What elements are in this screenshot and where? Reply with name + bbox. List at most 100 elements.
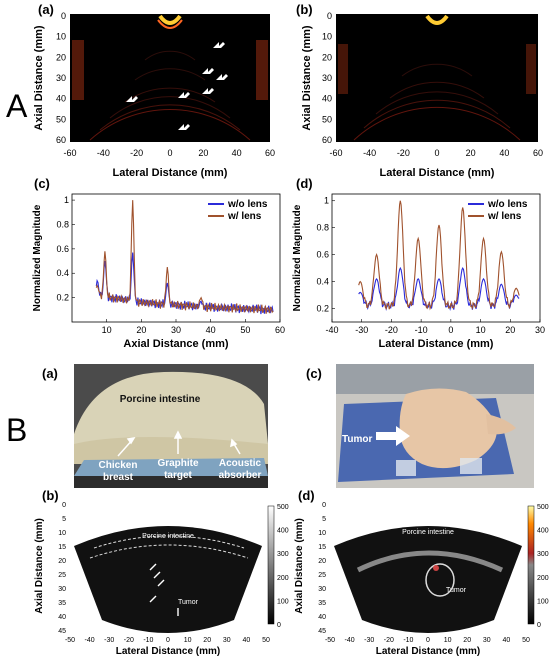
panel-label-a-d: (d) xyxy=(296,176,313,191)
colorbar xyxy=(267,505,275,625)
annotation-tumor: Tumor xyxy=(342,434,372,445)
us-image-panel-b: Porcine intestine Tumor 5004003002001000… xyxy=(34,502,289,657)
annotation-porcine-intestine: Porcine intestine xyxy=(402,529,454,536)
legend-label: w/ lens xyxy=(227,211,262,222)
tick-label: 45 xyxy=(58,628,66,635)
tick-label: -10 xyxy=(143,637,153,644)
panel-label-a-b: (b) xyxy=(296,2,313,17)
x-tick-label: -10 xyxy=(415,325,428,335)
tick-label: 60 xyxy=(265,148,275,158)
y-tick-label: 0.8 xyxy=(316,223,329,233)
tick-label: -20 xyxy=(384,637,394,644)
us-image-panel-d: Porcine intestine Tumor 5004003002001000… xyxy=(294,502,549,657)
axis-xlabel: Axial Distance (mm) xyxy=(123,338,228,350)
legend-label: w/ lens xyxy=(487,211,522,222)
tick-label: 45 xyxy=(318,628,326,635)
tick-label: 40 xyxy=(322,94,332,104)
panel-label-b-d: (d) xyxy=(298,488,315,503)
tick-label: -40 xyxy=(363,148,376,158)
tick-label: -30 xyxy=(104,637,114,644)
tick-label: -40 xyxy=(345,637,355,644)
annotation-chicken-line1: Chicken xyxy=(99,460,138,471)
colorbar-tick: 500 xyxy=(537,504,549,511)
tick-label: 0 xyxy=(327,11,332,21)
y-tick-label: 1 xyxy=(64,195,69,205)
tick-label: 50 xyxy=(322,114,332,124)
tick-label: 40 xyxy=(243,637,251,644)
panel-label-b-b: (b) xyxy=(42,488,59,503)
axis-ylabel: Axial Distance (mm) xyxy=(34,518,45,614)
tick-label: -60 xyxy=(329,148,342,158)
section-label-b: B xyxy=(6,412,28,448)
axis-ylabel: Normalized Magnitude xyxy=(32,204,43,311)
tick-label: 50 xyxy=(522,637,530,644)
y-tick-label: 1 xyxy=(324,196,329,206)
axis-xlabel: Lateral Distance (mm) xyxy=(379,338,494,350)
x-tick-label: 60 xyxy=(275,325,285,335)
colorbar-tick: 100 xyxy=(537,598,549,605)
x-tick-label: -40 xyxy=(325,325,338,335)
y-tick-label: 0.6 xyxy=(56,244,69,254)
panel-label-a-a: (a) xyxy=(38,2,54,17)
tick-label: 40 xyxy=(232,148,242,158)
tick-label: 20 xyxy=(463,637,471,644)
y-tick-label: 0.2 xyxy=(316,304,329,314)
x-tick-label: 40 xyxy=(206,325,216,335)
colorbar-tick: 0 xyxy=(537,622,541,629)
tick-label: 50 xyxy=(262,637,270,644)
annotation-graphite-line1: Graphite xyxy=(157,458,199,469)
tick-label: 15 xyxy=(58,544,66,551)
tick-label: 40 xyxy=(318,614,326,621)
colorbar xyxy=(527,505,535,625)
x-tick-label: 0 xyxy=(448,325,453,335)
tick-label: -40 xyxy=(85,637,95,644)
y-tick-label: 0.8 xyxy=(56,219,69,229)
annotation-porcine-intestine: Porcine intestine xyxy=(142,533,194,540)
tick-label: -10 xyxy=(403,637,413,644)
x-tick-label: 10 xyxy=(476,325,486,335)
tick-label: 30 xyxy=(56,73,66,83)
colorbar-tick: 400 xyxy=(277,528,289,535)
axis-ylabel: Axial Distance (mm) xyxy=(294,518,305,614)
tick-label: 60 xyxy=(322,135,332,145)
tick-label: 20 xyxy=(198,148,208,158)
x-tick-label: 20 xyxy=(505,325,515,335)
tick-label: -50 xyxy=(65,637,75,644)
tick-label: 40 xyxy=(56,94,66,104)
tick-label: 0 xyxy=(166,637,170,644)
panel-label-b-c: (c) xyxy=(306,366,322,381)
annotation-tumor: Tumor xyxy=(446,587,467,594)
tick-label: 30 xyxy=(58,586,66,593)
tick-label: 0 xyxy=(61,11,66,21)
tick-label: 10 xyxy=(322,32,332,42)
tick-label: 10 xyxy=(184,637,192,644)
tick-label: 30 xyxy=(318,586,326,593)
axis-ylabel: Axial Distance (mm) xyxy=(33,25,45,130)
tick-label: 0 xyxy=(322,502,326,509)
annotation-porcine-intestine: Porcine intestine xyxy=(120,394,201,405)
photo-tumor-setup: Tumor xyxy=(336,364,534,488)
tick-label: 40 xyxy=(58,614,66,621)
colorbar-tick: 200 xyxy=(277,575,289,582)
annotation-tumor: Tumor xyxy=(178,599,199,606)
tick-label: 20 xyxy=(58,558,66,565)
axis-ylabel: Axial Distance (mm) xyxy=(301,25,313,130)
axis-xlabel: Lateral Distance (mm) xyxy=(380,167,495,179)
tick-label: 5 xyxy=(62,516,66,523)
photo-illustration: Porcine intestine Chicken breast Graphit… xyxy=(74,364,268,488)
tick-label: 35 xyxy=(58,600,66,607)
panel-label-b-a: (a) xyxy=(42,366,58,381)
legend-label: w/o lens xyxy=(487,199,528,210)
axis-ylabel: Normalized Magnitude xyxy=(292,204,303,311)
photo-porcine-intestine-setup: Porcine intestine Chicken breast Graphit… xyxy=(74,364,268,488)
colorbar-tick: 300 xyxy=(537,551,549,558)
tick-label: -40 xyxy=(97,148,110,158)
x-tick-label: -30 xyxy=(355,325,368,335)
annotation-absorber-line2: absorber xyxy=(219,470,262,481)
annotation-graphite-line2: target xyxy=(164,470,192,481)
target-arrows xyxy=(149,563,179,616)
panel-label-a-c: (c) xyxy=(34,176,50,191)
pa-image-panel-b: -60 -40 -20 0 20 40 60 0 10 20 30 40 50 60 Lateral D… xyxy=(301,11,543,179)
x-tick-label: 50 xyxy=(240,325,250,335)
annotation-arrows xyxy=(117,430,241,457)
